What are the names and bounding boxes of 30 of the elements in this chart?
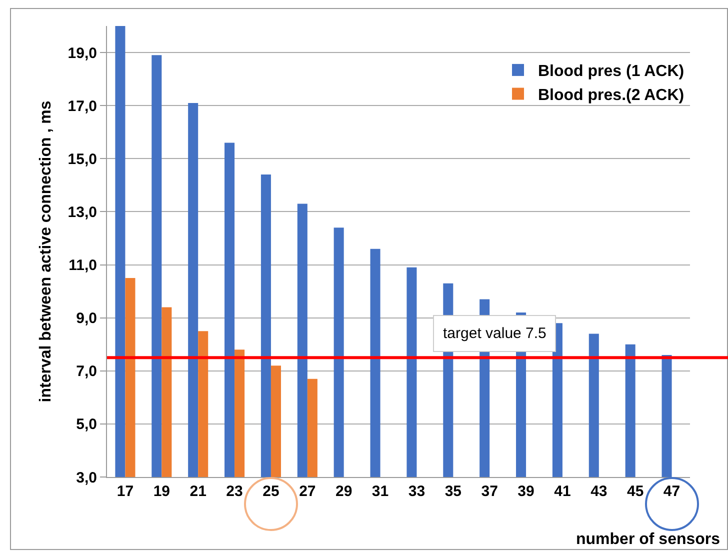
x-tick-label: 35 xyxy=(444,483,462,500)
x-tick-label: 31 xyxy=(372,483,389,500)
y-tick-label: 19,0 xyxy=(68,44,97,62)
y-tick-label: 7,0 xyxy=(76,363,97,380)
legend-label: Blood pres (1 ACK) xyxy=(538,63,684,80)
x-tick-label: 47 xyxy=(663,483,680,500)
ref-line-label: target value 7.5 xyxy=(443,325,546,342)
y-tick-label: 17,0 xyxy=(68,98,97,115)
y-tick-label: 5,0 xyxy=(76,416,97,434)
y-axis-title: interval between active connection , ms xyxy=(38,100,55,402)
y-tick-label: 3,0 xyxy=(76,469,97,486)
y-tick-label: 15,0 xyxy=(68,150,97,168)
y-tick-label: 13,0 xyxy=(68,204,97,221)
x-tick-label: 17 xyxy=(116,483,134,500)
legend-label: Blood pres.(2 ACK) xyxy=(538,87,684,104)
x-tick-label: 27 xyxy=(299,483,316,500)
x-tick-label: 29 xyxy=(335,483,352,500)
x-tick-label: 43 xyxy=(590,483,608,500)
x-tick-label: 37 xyxy=(481,483,498,500)
x-tick-label: 19 xyxy=(153,483,170,500)
x-tick-label: 41 xyxy=(554,483,571,500)
x-tick-label: 39 xyxy=(518,483,534,500)
x-tick-label: 45 xyxy=(626,483,644,500)
x-tick-label: 21 xyxy=(190,483,206,500)
x-axis-title: number of sensors xyxy=(576,531,720,548)
x-tick-label: 23 xyxy=(226,483,243,500)
x-tick-label: 33 xyxy=(408,483,426,500)
x-tick-label: 25 xyxy=(262,483,280,500)
y-tick-label: 9,0 xyxy=(76,310,97,328)
y-tick-label: 11,0 xyxy=(68,257,97,274)
